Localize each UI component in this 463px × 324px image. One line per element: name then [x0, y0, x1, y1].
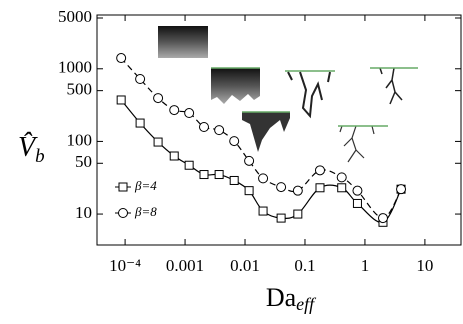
marker — [258, 173, 269, 184]
x-tick-label: 0.1 — [294, 256, 315, 275]
y-tick-label: 50 — [75, 152, 92, 171]
pattern-image — [158, 26, 208, 58]
marker — [337, 183, 347, 193]
x-tick-label: 10⁻⁴ — [109, 256, 141, 275]
marker — [199, 170, 209, 180]
marker — [292, 185, 303, 196]
x-label-sub: eff — [296, 294, 317, 314]
marker — [135, 118, 145, 128]
x-axis-label: Daeff — [266, 283, 317, 314]
marker — [184, 160, 194, 170]
marker — [229, 175, 239, 185]
marker — [396, 184, 407, 195]
marker — [352, 185, 363, 196]
pattern-image — [287, 71, 331, 119]
marker — [169, 105, 180, 116]
y-tick-label: 10 — [75, 203, 92, 222]
legend-marker — [118, 182, 128, 192]
y-label-main: V̂ — [18, 132, 38, 163]
y-axis-label: V̂b — [18, 132, 45, 167]
pattern-image — [211, 68, 260, 104]
marker — [315, 183, 325, 193]
marker — [116, 53, 127, 64]
y-tick-label: 1000 — [58, 58, 92, 77]
marker — [153, 93, 164, 104]
pattern-image — [379, 67, 403, 105]
plot-frame — [96, 14, 462, 246]
pattern-image — [242, 112, 290, 152]
marker — [153, 137, 163, 147]
legend-marker — [118, 208, 128, 218]
y-tick-label: 5000 — [58, 7, 92, 26]
x-tick-label: 10 — [416, 256, 433, 275]
marker — [214, 170, 224, 180]
marker — [276, 213, 286, 223]
pattern-image — [339, 125, 375, 163]
legend-label: β=4 — [134, 178, 157, 193]
x-tick-label: 1 — [361, 256, 370, 275]
legend-label: β=8 — [134, 204, 157, 219]
marker — [293, 209, 303, 219]
y-tick-label: 100 — [67, 130, 93, 149]
marker — [135, 74, 146, 85]
x-tick-label: 0.01 — [230, 256, 260, 275]
marker — [276, 182, 287, 193]
marker — [352, 198, 362, 208]
marker — [336, 172, 347, 183]
marker — [184, 108, 195, 119]
x-tick-label: 0.001 — [166, 256, 204, 275]
marker — [169, 151, 179, 161]
marker — [214, 125, 225, 136]
y-tick-label: 500 — [67, 80, 93, 99]
y-label-sub: b — [35, 146, 45, 167]
marker — [258, 206, 268, 216]
inset-images — [158, 26, 418, 163]
x-label-main: Da — [266, 283, 297, 312]
marker — [229, 136, 240, 147]
marker — [377, 213, 388, 224]
marker — [199, 121, 210, 132]
marker — [244, 186, 254, 196]
marker — [116, 95, 126, 105]
marker — [244, 155, 255, 166]
marker — [314, 165, 325, 176]
